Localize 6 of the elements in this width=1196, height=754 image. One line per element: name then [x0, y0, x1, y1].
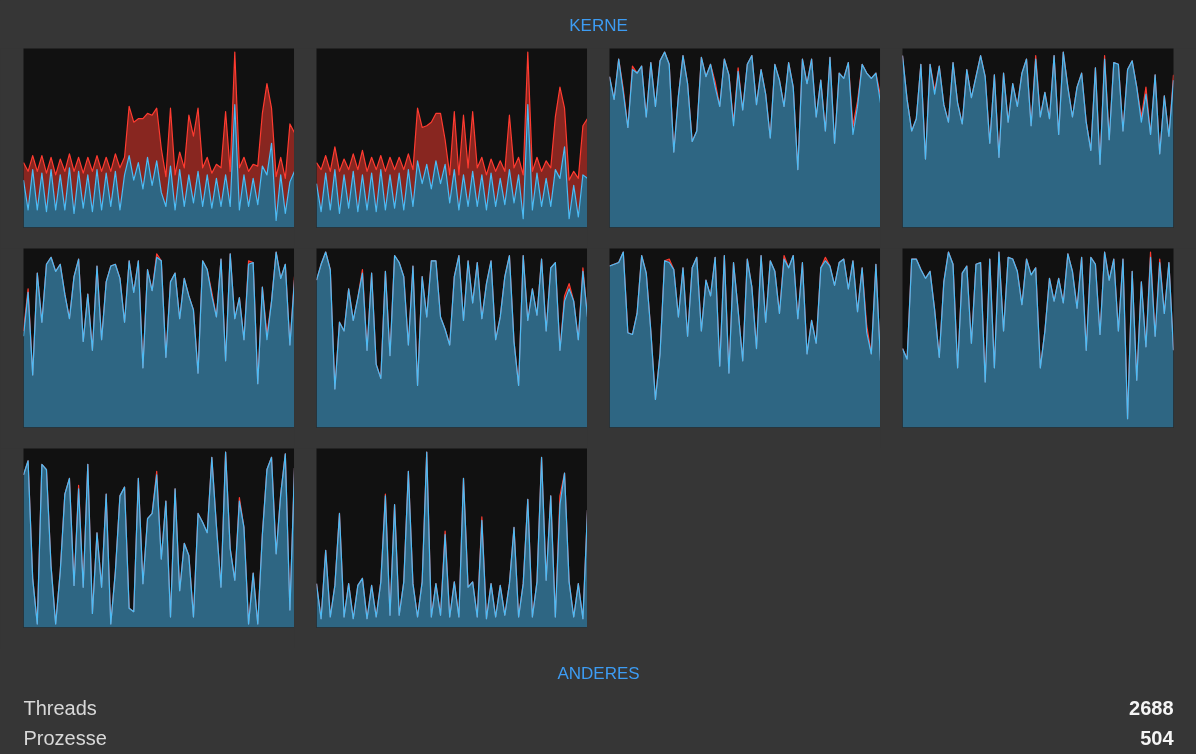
text: ANDERES	[557, 664, 640, 683]
data-label: 504	[1140, 726, 1175, 749]
category-label: Threads	[23, 696, 97, 719]
text: KERNE	[569, 16, 628, 35]
category-label: Prozesse	[23, 726, 107, 749]
data-label: 2688	[1129, 696, 1174, 719]
